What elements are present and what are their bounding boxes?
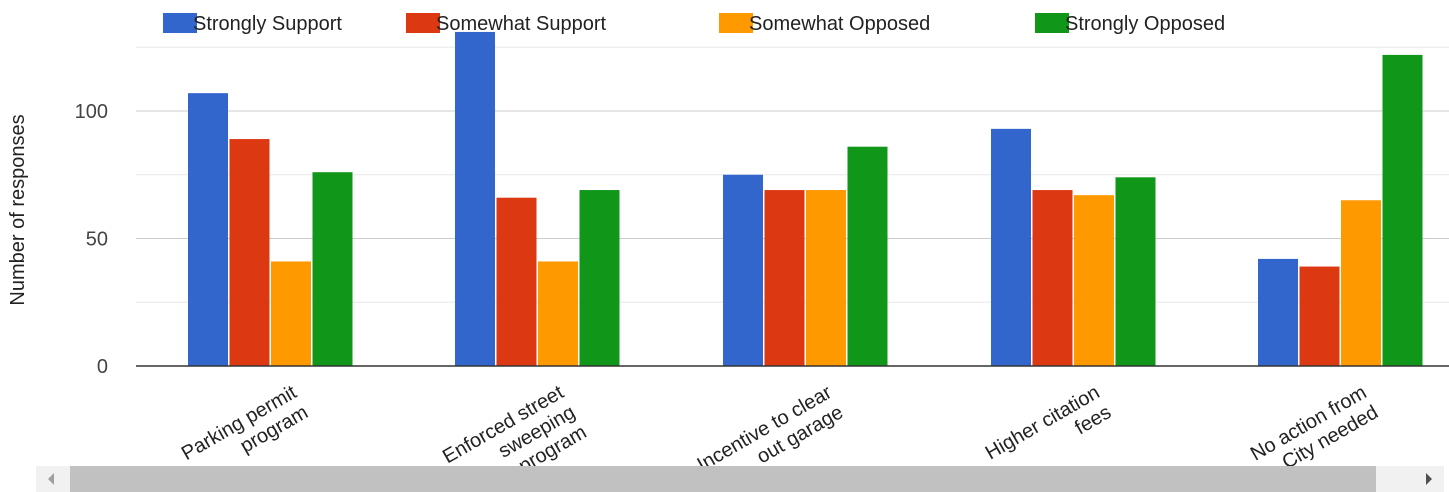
bar[interactable] [991, 128, 1031, 366]
bar[interactable] [723, 174, 763, 366]
gridlines [136, 46, 1449, 303]
legend: Strongly Support Somewhat Support Somewhat… [163, 13, 1225, 35]
bar[interactable] [312, 172, 353, 366]
bar[interactable] [1258, 258, 1298, 366]
y-tick-label: 100 [75, 101, 108, 123]
legend-label: Somewhat Support [436, 13, 607, 35]
legend-label: Strongly Support [193, 13, 342, 35]
triangle-right-icon[interactable] [1426, 473, 1432, 485]
bar[interactable] [1299, 266, 1340, 366]
y-tick-label: 0 [97, 356, 108, 378]
legend-swatch [406, 13, 440, 33]
legend-swatch [719, 13, 753, 33]
bars [188, 31, 1423, 367]
bar[interactable] [1341, 200, 1381, 366]
bar[interactable] [1115, 177, 1156, 366]
horizontal-scrollbar[interactable] [36, 466, 1444, 492]
legend-label: Somewhat Opposed [749, 13, 930, 35]
bar[interactable] [579, 190, 620, 366]
legend-swatch [163, 13, 197, 33]
bar[interactable] [455, 31, 495, 366]
bar-chart: Strongly Support Somewhat Support Somewhat… [7, 13, 1449, 466]
bar[interactable] [1074, 195, 1114, 366]
y-axis-label: Number of responses [7, 114, 29, 305]
triangle-left-icon[interactable] [48, 473, 54, 485]
legend-swatch [1035, 13, 1069, 33]
bar[interactable] [1032, 190, 1073, 366]
bar[interactable] [806, 190, 846, 366]
y-tick-label: 50 [86, 229, 108, 251]
legend-label: Strongly Opposed [1065, 13, 1225, 35]
y-tick-labels: 0 50 100 [75, 101, 108, 378]
bar[interactable] [1382, 54, 1423, 367]
bar[interactable] [271, 261, 311, 366]
scrollbar-thumb[interactable] [70, 466, 1376, 492]
bar[interactable] [496, 197, 537, 366]
bar[interactable] [229, 139, 270, 366]
bar[interactable] [847, 146, 888, 366]
bar[interactable] [764, 190, 805, 366]
bar[interactable] [538, 261, 578, 366]
bar[interactable] [188, 93, 228, 367]
